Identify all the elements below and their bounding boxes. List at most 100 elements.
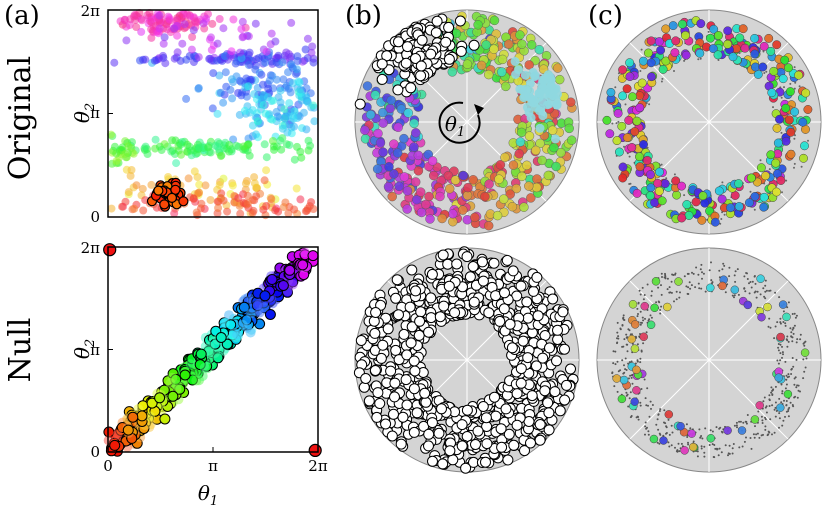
data-point: [606, 87, 616, 97]
gray-point: [720, 451, 723, 454]
data-point: [286, 88, 295, 97]
gray-point: [723, 264, 726, 267]
gray-point: [764, 284, 767, 287]
gray-point: [793, 66, 796, 69]
gray-point: [675, 290, 678, 293]
gray-point: [624, 103, 627, 106]
gray-point: [627, 405, 630, 408]
data-point: [635, 103, 645, 113]
gray-point: [625, 333, 628, 336]
data-point: [728, 52, 738, 62]
gray-point: [615, 122, 618, 125]
data-point: [508, 160, 519, 170]
gray-point: [616, 321, 619, 324]
data-point: [544, 99, 554, 109]
data-point: [757, 312, 766, 322]
gray-point: [639, 361, 642, 364]
data-point: [241, 179, 250, 188]
data-point: [278, 58, 287, 67]
data-point: [214, 197, 223, 206]
data-point: [145, 411, 155, 422]
gray-point: [619, 369, 622, 372]
data-point: [776, 176, 786, 185]
gray-point: [629, 416, 632, 419]
data-point: [189, 194, 198, 203]
data-point: [463, 182, 473, 193]
gray-point: [700, 435, 703, 437]
data-point: [658, 64, 668, 74]
gray-point: [773, 431, 776, 434]
gray-point: [779, 322, 782, 325]
data-point: [219, 98, 228, 107]
data-point: [213, 56, 221, 65]
gray-point: [746, 278, 749, 280]
data-point: [215, 332, 227, 343]
gray-point: [621, 359, 624, 362]
data-point: [617, 121, 627, 131]
gray-point: [734, 280, 737, 283]
gray-point: [721, 268, 724, 271]
gray-point: [728, 275, 731, 278]
data-point: [434, 311, 446, 323]
data-point: [370, 307, 382, 318]
data-point: [287, 18, 296, 27]
gray-point: [626, 343, 629, 346]
data-point: [628, 92, 637, 102]
data-point: [680, 31, 690, 40]
gray-point: [764, 425, 767, 428]
data-point: [377, 339, 389, 351]
gray-point: [668, 291, 671, 294]
gray-point: [722, 262, 725, 265]
data-point: [234, 194, 243, 203]
gray-point: [642, 298, 645, 301]
gray-point: [791, 340, 794, 343]
data-point: [261, 58, 270, 67]
gray-point: [733, 424, 736, 427]
gray-point: [782, 353, 784, 356]
data-point: [714, 31, 723, 40]
data-point: [355, 335, 367, 346]
gray-point: [639, 357, 642, 360]
data-point: [539, 385, 551, 397]
data-point: [657, 196, 667, 206]
data-point: [515, 137, 526, 147]
gray-point: [795, 341, 798, 344]
data-point: [423, 326, 435, 338]
gray-point: [760, 415, 763, 418]
data-point: [229, 15, 238, 24]
gray-point: [697, 58, 700, 61]
data-point: [759, 202, 769, 212]
data-point: [185, 52, 194, 60]
gray-point: [641, 286, 644, 289]
data-point: [559, 394, 571, 406]
gray-point: [623, 338, 626, 341]
gray-point: [771, 433, 773, 436]
data-point: [127, 144, 136, 153]
gray-point: [636, 359, 639, 362]
data-point: [484, 69, 494, 80]
data-point: [306, 141, 315, 150]
gray-point: [744, 290, 747, 293]
data-point: [266, 274, 278, 285]
gray-point: [611, 122, 614, 125]
gray-point: [616, 360, 619, 363]
gray-point: [770, 386, 773, 389]
gray-point: [731, 452, 734, 455]
gray-point: [781, 351, 784, 354]
gray-point: [731, 294, 734, 297]
gray-point: [789, 327, 792, 330]
data-point: [239, 142, 248, 151]
data-point: [405, 337, 417, 349]
gray-point: [712, 456, 715, 458]
data-point: [464, 271, 476, 283]
data-point: [132, 23, 141, 31]
data-point: [222, 82, 231, 91]
gray-point: [623, 371, 626, 374]
gray-point: [773, 337, 776, 340]
data-point: [137, 27, 146, 36]
gray-point: [721, 181, 724, 184]
data-point: [552, 334, 564, 345]
gray-point: [790, 367, 793, 370]
data-point: [495, 423, 507, 435]
data-point: [267, 195, 276, 203]
